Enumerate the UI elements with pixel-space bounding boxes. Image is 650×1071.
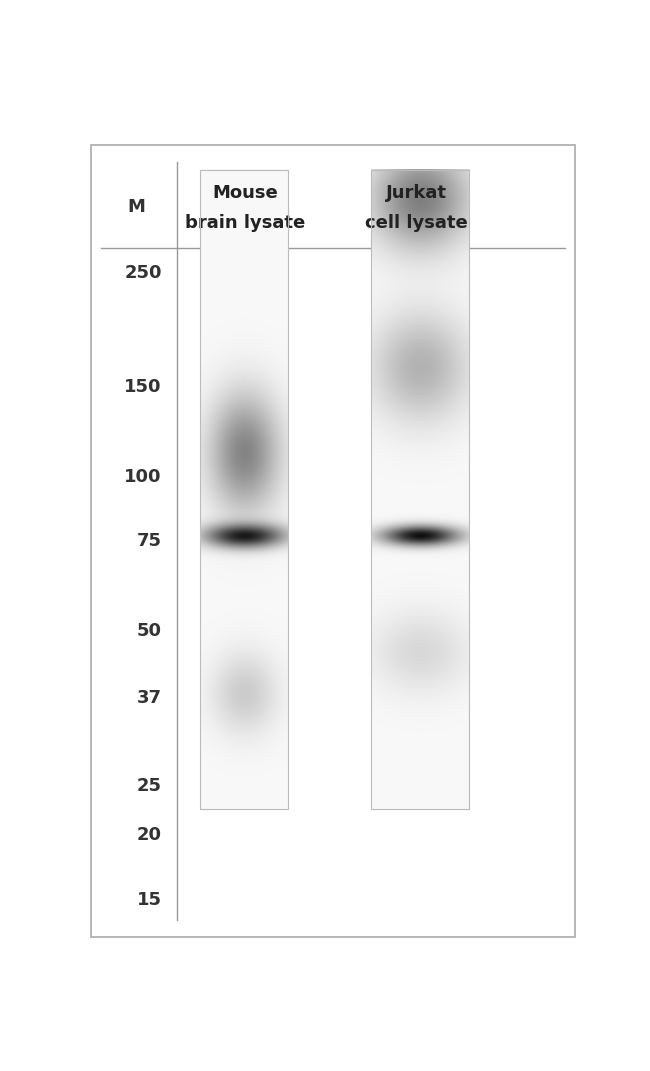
Text: 15: 15 [137,891,162,908]
Text: cell lysate: cell lysate [365,214,467,232]
Bar [200,169,288,809]
Text: Jurkat: Jurkat [385,184,447,201]
Text: 37: 37 [137,690,162,708]
Text: 250: 250 [124,263,162,282]
Text: 150: 150 [124,378,162,395]
Text: brain lysate: brain lysate [185,214,305,232]
FancyBboxPatch shape [91,145,575,937]
Text: 20: 20 [137,827,162,845]
Bar [371,169,469,809]
Text: Mouse: Mouse [212,184,278,201]
Text: 50: 50 [137,622,162,640]
Text: 25: 25 [137,776,162,795]
Text: 100: 100 [124,468,162,486]
Text: 75: 75 [137,532,162,550]
Text: M: M [127,198,146,216]
